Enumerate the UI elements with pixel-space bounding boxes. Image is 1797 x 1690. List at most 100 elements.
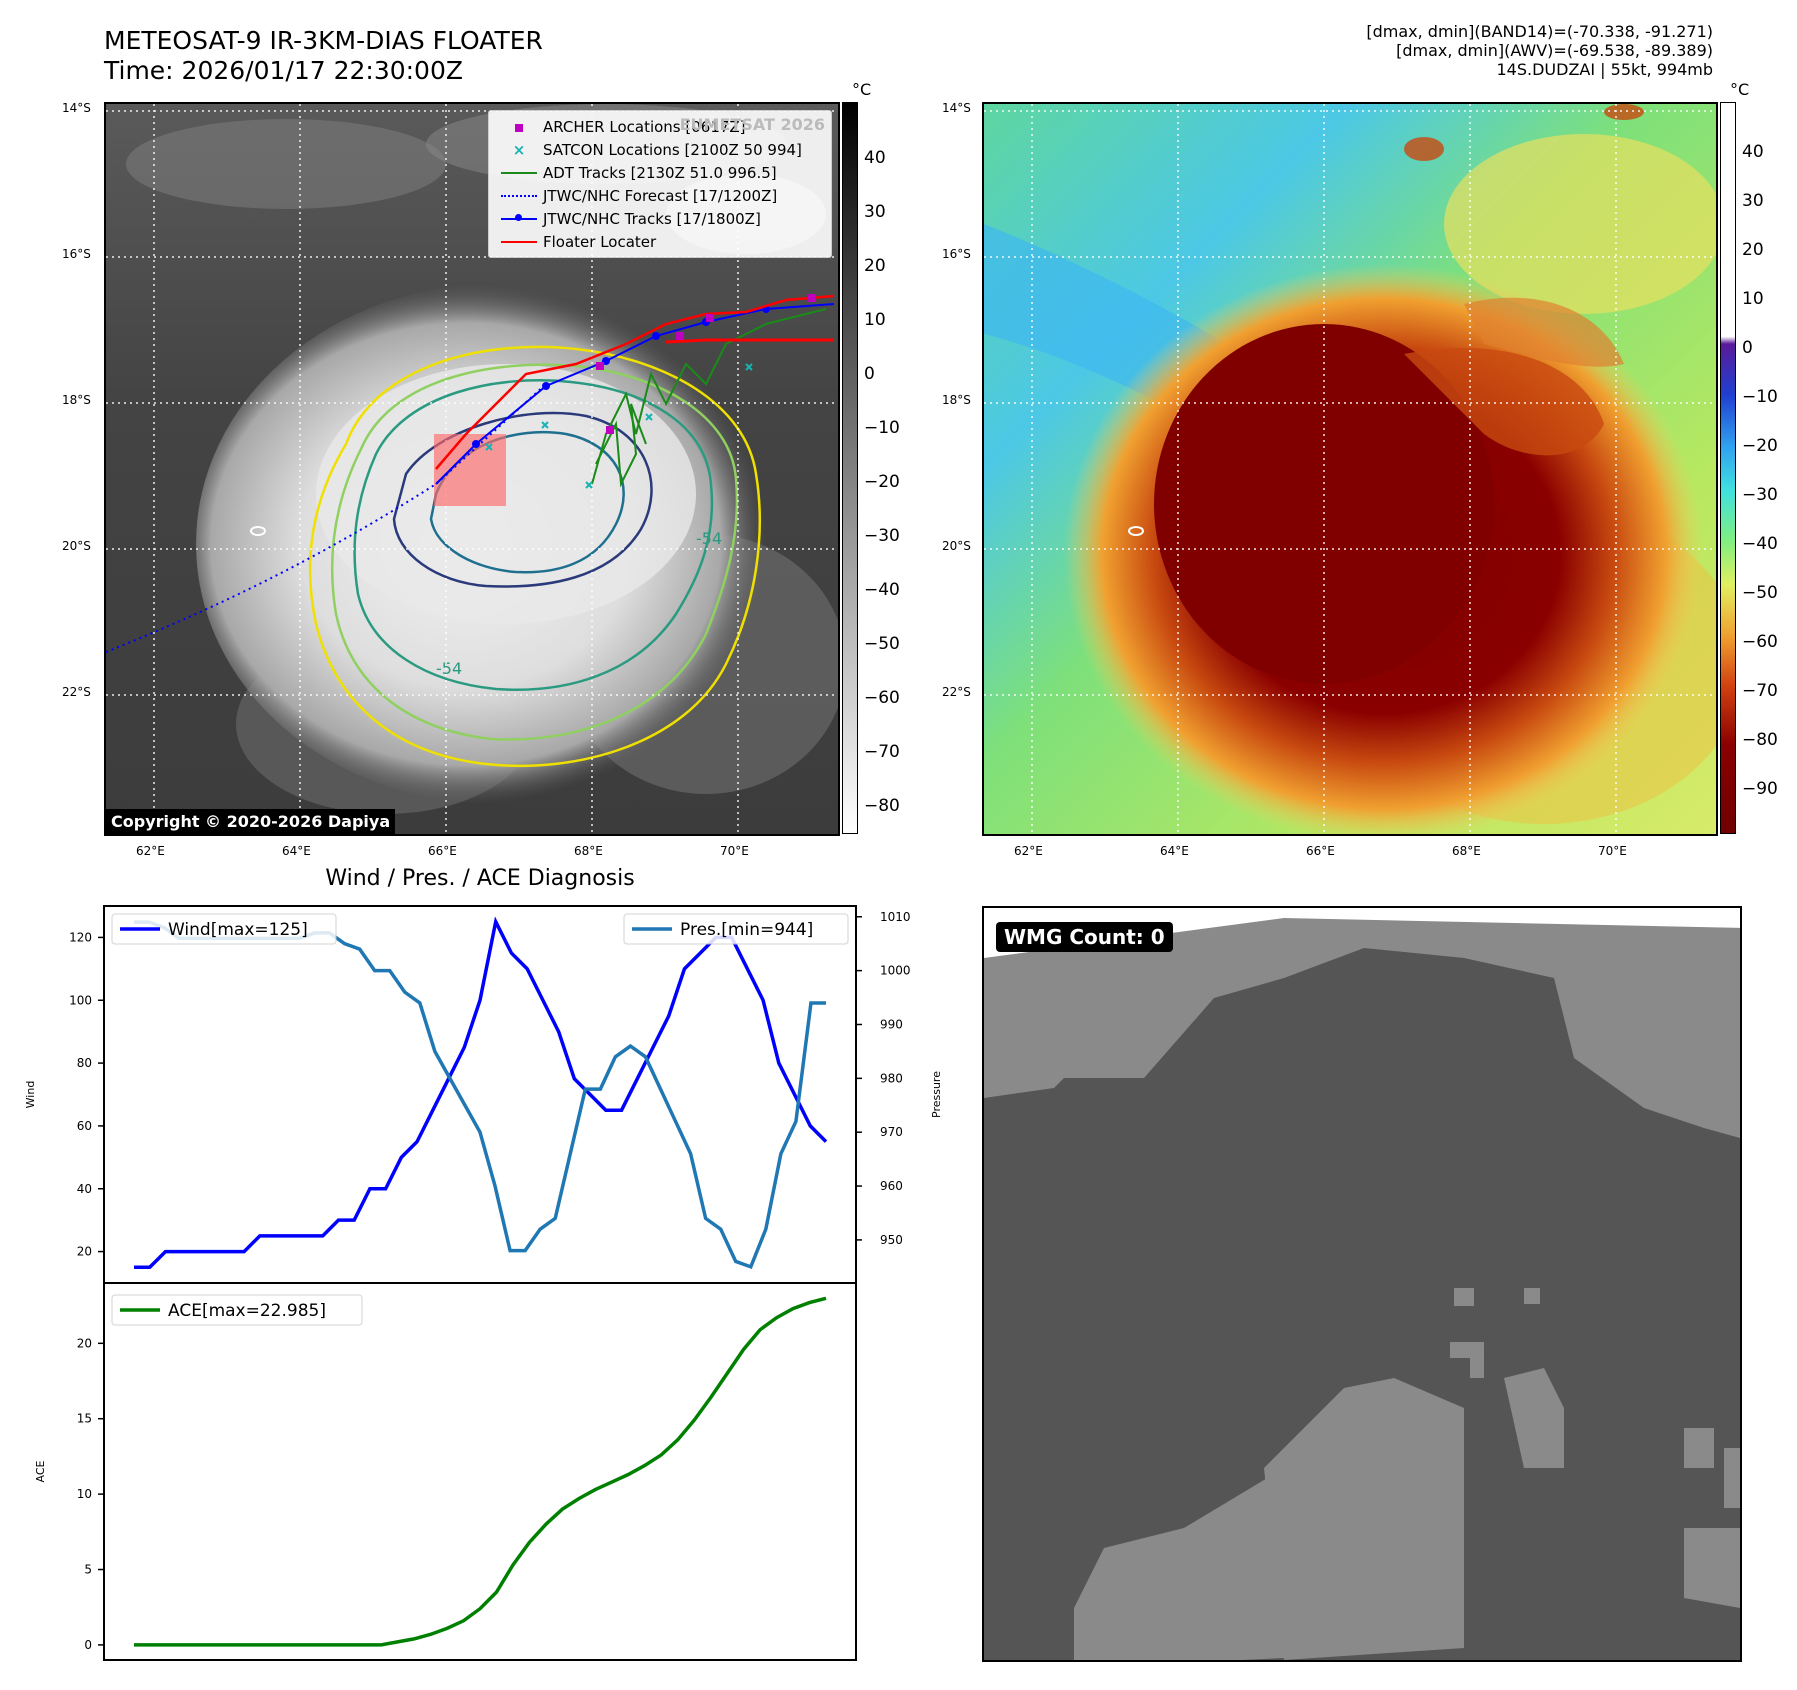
legend-item-floater: Floater Locater xyxy=(495,230,825,253)
ir-lon-label: 70°E xyxy=(720,844,749,858)
archer-points xyxy=(596,294,816,434)
wv-cb-tick: −10 xyxy=(1742,387,1778,407)
wmg-panel: WMG Count: 0 xyxy=(982,906,1742,1662)
figure-title-line1: METEOSAT-9 IR-3KM-DIAS FLOATER xyxy=(104,26,543,55)
ace-legend-box xyxy=(111,1294,363,1326)
legend-label: SATCON Locations [2100Z 50 994] xyxy=(543,140,802,159)
ir-cb-tick: −80 xyxy=(864,796,900,816)
ace-legend-label: ACE[max=22.985] xyxy=(168,1301,326,1321)
ir-cb-tick: 0 xyxy=(864,364,875,384)
wind-tick-label: 60 xyxy=(77,1119,92,1133)
jtwc-track xyxy=(435,303,835,485)
pressure-tick-label: 960 xyxy=(880,1179,903,1193)
wv-lon-label: 64°E xyxy=(1160,844,1189,858)
pressure-tick-label: 980 xyxy=(880,1071,903,1085)
ir-lon-label: 64°E xyxy=(282,844,311,858)
wv-lat-label: 18°S xyxy=(942,393,971,407)
ace-tick-label: 15 xyxy=(77,1412,92,1426)
wind-legend-box xyxy=(111,913,337,945)
wind-tick-label: 40 xyxy=(77,1182,92,1196)
legend-label: JTWC/NHC Tracks [17/1800Z] xyxy=(543,209,761,228)
wv-cb-tick: 30 xyxy=(1742,191,1764,211)
wv-cb-tick: −20 xyxy=(1742,436,1778,456)
ir-cb-tick: −20 xyxy=(864,472,900,492)
legend-item-satcon: × SATCON Locations [2100Z 50 994] xyxy=(495,138,825,161)
pressure-tick-label: 990 xyxy=(880,1017,903,1031)
ir-cb-tick: −50 xyxy=(864,634,900,654)
ace-tick-label: 5 xyxy=(84,1563,92,1577)
line-dot-icon xyxy=(495,213,543,221)
wind-tick-label: 100 xyxy=(69,993,92,1007)
ir-colorbar-unit: °C xyxy=(852,80,872,99)
ir-colorbar xyxy=(842,102,858,834)
pressure-series-line xyxy=(134,920,826,1270)
wv-lat-label: 22°S xyxy=(942,685,971,699)
awv-range: [dmax, dmin](AWV)=(-69.538, -89.389) xyxy=(1396,41,1713,60)
legend-item-archer: ARCHER Locations [0617Z] xyxy=(495,115,825,138)
ir-legend: EUMETSAT 2026 ARCHER Locations [0617Z] ×… xyxy=(488,110,832,258)
ir-cb-tick: −10 xyxy=(864,418,900,438)
ir-lon-label: 66°E xyxy=(428,844,457,858)
band14-range: [dmax, dmin](BAND14)=(-70.338, -91.271) xyxy=(1366,22,1713,41)
pressure-axis-label: Pressure xyxy=(930,1071,943,1118)
wv-lon-label: 66°E xyxy=(1306,844,1335,858)
wv-cb-tick: 20 xyxy=(1742,240,1764,260)
pressure-legend-label: Pres.[min=944] xyxy=(680,920,813,940)
ace-tick-label: 10 xyxy=(77,1487,92,1501)
ace-tick-label: 20 xyxy=(77,1336,92,1350)
legend-item-forecast: JTWC/NHC Forecast [17/1200Z] xyxy=(495,184,825,207)
wv-lat-label: 16°S xyxy=(942,247,971,261)
ir-lat-label: 14°S xyxy=(62,101,91,115)
wv-colorbar-unit: °C xyxy=(1730,80,1750,99)
wmg-count-badge: WMG Count: 0 xyxy=(996,922,1173,952)
ir-cb-tick: 40 xyxy=(864,148,886,168)
wv-cb-tick: −70 xyxy=(1742,681,1778,701)
wind-tick-label: 20 xyxy=(77,1245,92,1259)
diagnosis-title: Wind / Pres. / ACE Diagnosis xyxy=(325,866,635,891)
ir-lat-label: 18°S xyxy=(62,393,91,407)
diagnosis-chart: 2040608010012095096097098099010001010Win… xyxy=(24,905,943,1661)
wind-axis-label: Wind xyxy=(24,1081,37,1109)
floater-box xyxy=(434,434,506,506)
ir-map-panel: -54 -54 xyxy=(104,102,840,836)
wv-cb-tick: −30 xyxy=(1742,485,1778,505)
wv-colorbar xyxy=(1720,102,1736,834)
pressure-legend-box xyxy=(623,913,849,945)
legend-item-adt: ADT Tracks [2130Z 51.0 996.5] xyxy=(495,161,825,184)
satcon-points xyxy=(485,363,753,489)
contour-label-2: -54 xyxy=(696,529,722,548)
ir-cb-tick: −60 xyxy=(864,688,900,708)
ir-lon-label: 62°E xyxy=(136,844,165,858)
ir-cb-tick: −40 xyxy=(864,580,900,600)
wv-satellite-image xyxy=(984,104,1716,834)
legend-label: Floater Locater xyxy=(543,232,657,251)
wv-cb-tick: −60 xyxy=(1742,632,1778,652)
ir-cb-tick: −30 xyxy=(864,526,900,546)
wv-lat-label: 14°S xyxy=(942,101,971,115)
contour-label: -54 xyxy=(436,659,462,678)
ir-lon-label: 68°E xyxy=(574,844,603,858)
wmg-image xyxy=(984,918,1740,1660)
copyright-label: Copyright © 2020-2026 Dapiya xyxy=(106,809,396,834)
legend-label: ARCHER Locations [0617Z] xyxy=(543,117,746,136)
line-marker-icon xyxy=(495,240,543,243)
ace-frame xyxy=(103,1282,857,1661)
pressure-tick-label: 950 xyxy=(880,1233,903,1247)
ir-lat-label: 20°S xyxy=(62,539,91,553)
pressure-tick-label: 1000 xyxy=(880,964,911,978)
wv-cb-tick: 0 xyxy=(1742,338,1753,358)
square-marker-icon xyxy=(495,118,543,136)
line-marker-icon xyxy=(495,171,543,174)
wv-cb-tick: −80 xyxy=(1742,730,1778,750)
wv-cb-tick: 10 xyxy=(1742,289,1764,309)
adt-track xyxy=(591,308,827,485)
ir-cb-tick: −70 xyxy=(864,742,900,762)
eumetsat-watermark: EUMETSAT 2026 xyxy=(679,115,825,134)
wv-lat-label: 20°S xyxy=(942,539,971,553)
legend-label: ADT Tracks [2130Z 51.0 996.5] xyxy=(543,163,777,182)
wind-legend-label: Wind[max=125] xyxy=(168,920,308,940)
ace-axis-label: ACE xyxy=(34,1460,47,1482)
pressure-tick-label: 970 xyxy=(880,1125,903,1139)
wv-map-panel xyxy=(982,102,1718,836)
wv-cb-tick: 40 xyxy=(1742,142,1764,162)
